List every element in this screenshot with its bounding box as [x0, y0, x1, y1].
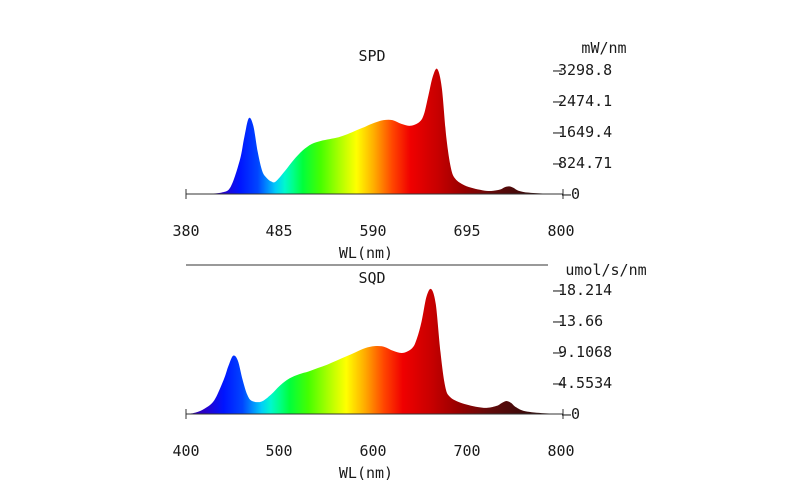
spd-x-tick-label: 695: [453, 222, 480, 240]
sqd-y-tick-mark: –: [553, 343, 563, 361]
spd-x-tick-label: 485: [265, 222, 292, 240]
sqd-y-tick-label: 9.1068: [558, 343, 612, 361]
sqd-y-tick-mark: –: [562, 405, 572, 423]
sqd-y-tick-label: 13.66: [558, 312, 603, 330]
spd-x-axis-label: WL(nm): [339, 244, 393, 262]
sqd-y-tick-label: 4.5534: [558, 374, 612, 392]
sqd-y-tick-mark: –: [553, 312, 563, 330]
sqd-x-tick-label: 700: [453, 442, 480, 460]
sqd-x-tick-label: 600: [359, 442, 386, 460]
spd-y-tick-mark: –: [562, 185, 572, 203]
spd-y-tick-mark: –: [553, 92, 563, 110]
spd-chart: SPD mW/nm 380 485 590 695 800 WL(nm) 329…: [172, 39, 626, 262]
sqd-y-unit-label: umol/s/nm: [565, 261, 646, 279]
spd-x-tick-label: 590: [359, 222, 386, 240]
spd-x-tick-label: 380: [172, 222, 199, 240]
sqd-chart-title: SQD: [358, 269, 385, 287]
spd-y-tick-mark: –: [553, 61, 563, 79]
sqd-x-axis-label: WL(nm): [339, 464, 393, 482]
spd-chart-title: SPD: [358, 47, 385, 65]
sqd-y-tick-label: 0: [571, 405, 580, 423]
sqd-y-tick-mark: –: [553, 374, 563, 392]
sqd-x-tick-label: 400: [172, 442, 199, 460]
spd-y-tick-label: 3298.8: [558, 61, 612, 79]
spd-y-tick-mark: –: [553, 123, 563, 141]
sqd-chart: SQD umol/s/nm 400 500 600 700 800 WL(nm)…: [172, 261, 646, 482]
sqd-x-tick-label: 500: [265, 442, 292, 460]
sqd-area: [186, 288, 563, 414]
spd-y-tick-label: 824.71: [558, 154, 612, 172]
spd-y-tick-label: 0: [571, 185, 580, 203]
spd-y-tick-label: 2474.1: [558, 92, 612, 110]
spd-x-tick-label: 800: [547, 222, 574, 240]
spd-y-tick-label: 1649.4: [558, 123, 612, 141]
sqd-x-tick-label: 800: [547, 442, 574, 460]
sqd-y-tick-label: 18.214: [558, 281, 612, 299]
spd-area: [186, 68, 563, 194]
spd-y-unit-label: mW/nm: [581, 39, 626, 57]
spd-y-tick-mark: –: [553, 154, 563, 172]
sqd-y-tick-mark: –: [553, 281, 563, 299]
